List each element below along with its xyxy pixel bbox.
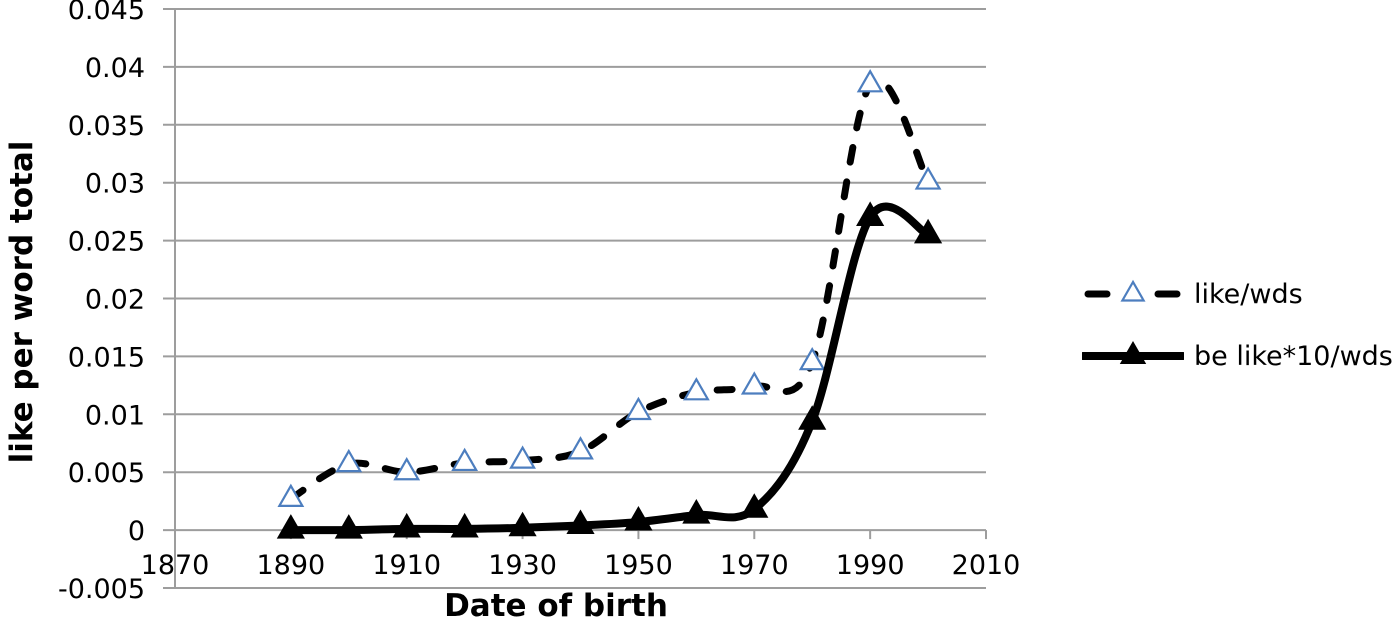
y-tick-labels: -0.005 0 0.005 0.01 0.015 0.02 0.025 0.03 0.035 0… <box>58 0 145 605</box>
y-tick-label: 0.015 <box>68 342 145 373</box>
filled-triangle-icon <box>276 514 305 539</box>
filled-triangle-icon <box>740 493 769 518</box>
series-like-wds <box>277 69 942 507</box>
x-tick-label: 1890 <box>256 550 325 581</box>
y-tick-label: -0.005 <box>58 574 145 605</box>
x-tick-label: 2010 <box>952 550 1021 581</box>
x-tick-label: 1990 <box>836 550 905 581</box>
filled-triangle-icon <box>334 514 363 539</box>
open-triangle-icon <box>914 166 942 190</box>
filled-triangle-icon <box>566 509 595 534</box>
y-tick-label: 0.04 <box>85 53 145 84</box>
filled-triangle-icon <box>913 218 943 244</box>
open-triangle-icon <box>856 69 884 93</box>
legend-item: like/wds <box>1082 277 1393 311</box>
filled-triangle-icon <box>508 511 537 537</box>
y-tick-label: 0 <box>128 516 145 547</box>
y-tick-label: 0.02 <box>85 285 145 316</box>
open-triangle-icon <box>682 377 710 401</box>
x-tick-label: 1910 <box>372 550 441 581</box>
x-tick-labels: 1870 1890 1910 1930 1950 1970 1990 2010 <box>141 550 1021 581</box>
filled-triangle-icon <box>450 512 479 538</box>
y-tick-label: 0.005 <box>68 458 145 489</box>
x-tick-label: 1870 <box>141 550 210 581</box>
series-be-like-10-wds <box>276 201 943 539</box>
open-triangle-icon <box>393 456 421 481</box>
legend-swatch-dashed <box>1084 279 1181 302</box>
filled-triangle-icon <box>856 201 885 226</box>
x-tick-label: 1930 <box>488 550 557 581</box>
legend-swatch-solid <box>1082 340 1184 364</box>
open-triangle-icon <box>798 346 826 371</box>
filled-triangle-icon <box>682 499 711 524</box>
open-triangle-icon <box>277 483 305 507</box>
x-axis-title: Date of birth <box>444 588 668 624</box>
x-tick-label: 1970 <box>720 550 789 581</box>
y-tick-label: 0.01 <box>85 400 145 431</box>
open-triangle-icon <box>335 448 363 473</box>
open-triangle-icon <box>509 445 536 469</box>
legend: like/wds be like*10/wds <box>1082 277 1393 373</box>
legend-item: be like*10/wds <box>1082 339 1393 373</box>
filled-triangle-icon <box>798 405 827 430</box>
open-triangle-icon <box>1120 279 1146 302</box>
x-tick-label: 1950 <box>604 550 673 581</box>
y-axis-title: like per word total <box>4 140 40 464</box>
y-tick-label: 0.045 <box>68 0 145 26</box>
series-line-like-wds <box>287 75 932 503</box>
y-tick-label: 0.03 <box>85 169 145 200</box>
legend-label: be like*10/wds <box>1194 340 1393 372</box>
open-triangle-icon <box>625 396 652 421</box>
filled-triangle-icon <box>392 512 421 538</box>
open-triangle-icon <box>567 436 594 460</box>
y-tick-label: 0.025 <box>68 227 145 258</box>
filled-triangle-icon <box>624 505 653 531</box>
filled-triangle-icon <box>1119 340 1147 364</box>
open-triangle-icon <box>740 371 768 395</box>
y-tick-label: 0.035 <box>68 111 145 142</box>
open-triangle-icon <box>451 447 479 472</box>
legend-label: like/wds <box>1194 278 1303 310</box>
